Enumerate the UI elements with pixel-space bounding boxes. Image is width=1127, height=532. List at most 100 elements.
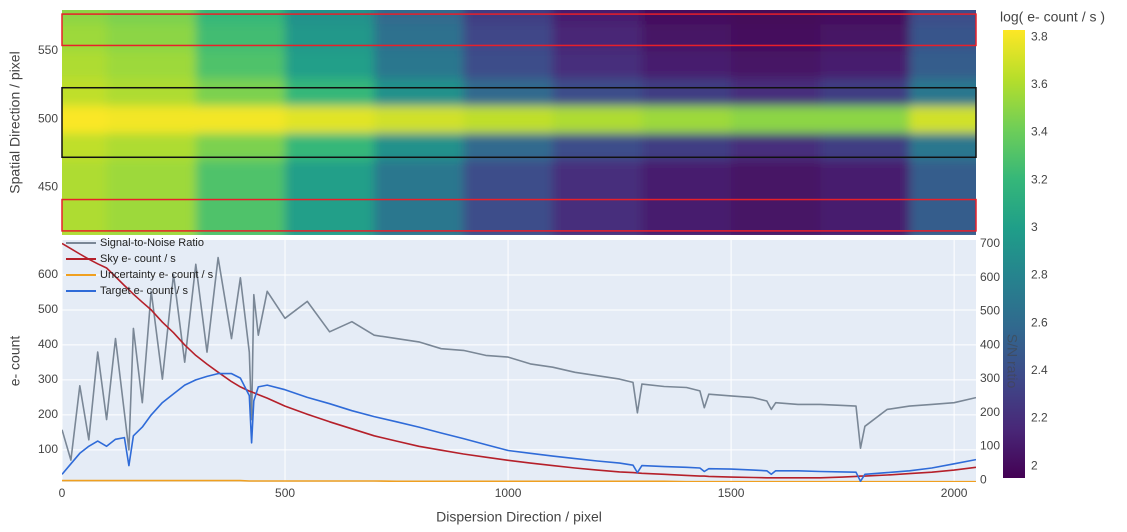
legend-label: Target e- count / s: [100, 285, 189, 297]
y2-tick-label: 200: [980, 405, 1000, 419]
heatmap-cell: [106, 187, 197, 216]
heatmap-cell: [641, 214, 732, 235]
heatmap-cell: [909, 105, 976, 134]
colorbar-tick-label: 3: [1031, 220, 1038, 234]
colorbar-tick-label: 2.4: [1031, 363, 1048, 377]
y-axis-title: Spatial Direction / pixel: [7, 51, 23, 193]
heatmap-cell: [731, 160, 821, 188]
heatmap-cell: [195, 50, 286, 79]
heatmap-cell: [374, 10, 464, 25]
heatmap-cell: [374, 50, 464, 79]
heatmap-cell: [374, 214, 464, 235]
heatmap-cell: [731, 78, 821, 106]
y2-axis-title: S/N ratio: [1004, 334, 1020, 389]
heatmap-cell: [195, 78, 286, 106]
y-tick-label: 500: [38, 302, 58, 316]
heatmap-cell: [106, 50, 197, 79]
heatmap-cell: [195, 10, 286, 25]
heatmap-cell: [909, 214, 976, 235]
heatmap-cell: [285, 105, 375, 134]
heatmap-cell: [820, 214, 911, 235]
heatmap-cell: [463, 78, 554, 106]
heatmap-cell: [820, 23, 911, 52]
x-axis-title: Dispersion Direction / pixel: [436, 509, 602, 525]
heatmap-cell: [285, 23, 375, 52]
heatmap-cell: [106, 132, 197, 161]
heatmap-cell: [195, 160, 286, 188]
heatmap-cell: [374, 160, 464, 188]
heatmap-cell: [285, 160, 375, 188]
heatmap-cell: [195, 214, 286, 235]
heatmap-cell: [909, 23, 976, 52]
heatmap-cell: [62, 132, 108, 161]
legend-label: Sky e- count / s: [100, 253, 176, 265]
heatmap-cell: [374, 187, 464, 216]
heatmap-cell: [285, 187, 375, 216]
heatmap-cell: [463, 50, 554, 79]
y-tick-label: 600: [38, 267, 58, 281]
heatmap-cell: [820, 132, 911, 161]
heatmap-cell: [820, 105, 911, 134]
series-line: [62, 479, 976, 482]
heatmap-cell: [62, 214, 108, 235]
heatmap-cell: [195, 187, 286, 216]
y2-tick-label: 300: [980, 371, 1000, 385]
lines: [62, 242, 976, 482]
y2-tick-label: 400: [980, 337, 1000, 351]
heatmap-cell: [106, 78, 197, 106]
heatmap-cell: [195, 132, 286, 161]
heatmap: [62, 10, 976, 235]
heatmap-cell: [909, 187, 976, 216]
heatmap-cell: [62, 187, 108, 216]
heatmap-cell: [820, 187, 911, 216]
heatmap-cell: [641, 132, 732, 161]
y-tick-label: 400: [38, 337, 58, 351]
legend-label: Signal-to-Noise Ratio: [100, 237, 204, 249]
heatmap-cell: [641, 187, 732, 216]
heatmap-cell: [374, 78, 464, 106]
x-tick-label: 1000: [495, 486, 522, 500]
heatmap-cell: [106, 23, 197, 52]
heatmap-cell: [463, 132, 554, 161]
heatmap-cell: [641, 105, 732, 134]
heatmap-cell: [641, 160, 732, 188]
heatmap-cell: [285, 214, 375, 235]
heatmap-cell: [62, 78, 108, 106]
series-line: [62, 242, 976, 479]
colorbar-tick-label: 3.8: [1031, 29, 1048, 43]
heatmap-cell: [552, 214, 643, 235]
heatmap-cell: [731, 105, 821, 134]
heatmap-cell: [641, 78, 732, 106]
y-tick-label: 450: [38, 179, 58, 193]
heatmap-cell: [641, 23, 732, 52]
heatmap-cell: [463, 187, 554, 216]
y2-tick-label: 100: [980, 439, 1000, 453]
heatmap-cell: [552, 187, 643, 216]
heatmap-cell: [106, 10, 197, 25]
heatmap-cell: [463, 10, 554, 25]
colorbar-tick-label: 2: [1031, 458, 1038, 472]
colorbar-tick-label: 3.4: [1031, 125, 1048, 139]
heatmap-cell: [285, 78, 375, 106]
colorbar-tick-label: 3.6: [1031, 77, 1048, 91]
heatmap-cell: [641, 10, 732, 25]
heatmap-cell: [552, 78, 643, 106]
heatmap-cell: [552, 160, 643, 188]
heatmap-cell: [62, 160, 108, 188]
y2-tick-label: 0: [980, 472, 987, 486]
colorbar-tick-label: 2.6: [1031, 315, 1048, 329]
heatmap-cell: [820, 78, 911, 106]
y-tick-label: 550: [38, 43, 58, 57]
series-line: [62, 372, 976, 482]
x-tick-label: 0: [59, 486, 66, 500]
heatmap-cell: [62, 105, 108, 134]
heatmap-cell: [731, 214, 821, 235]
y2-tick-label: 600: [980, 270, 1000, 284]
heatmap-cell: [374, 105, 464, 134]
heatmap-cell: [285, 132, 375, 161]
heatmap-cell: [909, 132, 976, 161]
heatmap-cell: [195, 105, 286, 134]
legend-label: Uncertainty e- count / s: [100, 269, 214, 281]
